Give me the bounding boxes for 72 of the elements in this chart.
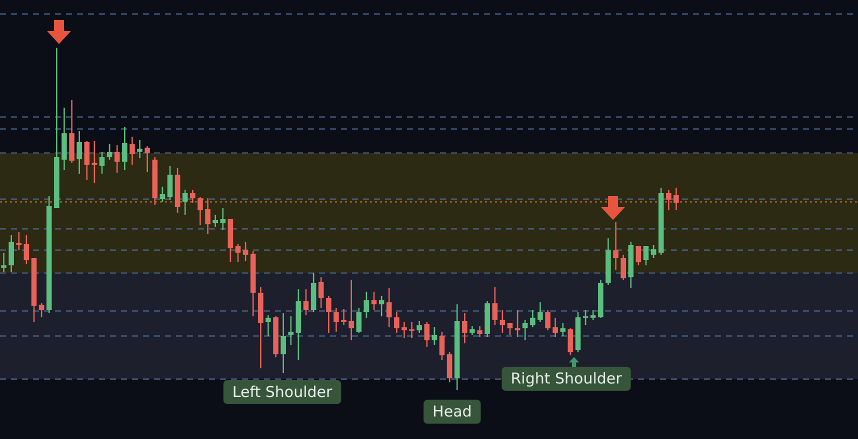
candlestick [356, 307, 362, 334]
candlestick [568, 327, 574, 356]
candlestick [114, 144, 120, 174]
candlestick [160, 186, 166, 203]
candlestick [477, 325, 482, 338]
candlestick [446, 351, 452, 383]
candlestick [560, 322, 566, 337]
candlestick [288, 316, 294, 346]
candlestick [130, 136, 135, 166]
candlestick [462, 312, 468, 344]
candlestick [99, 151, 105, 174]
candlestick [439, 331, 445, 361]
candlestick [84, 140, 90, 181]
candlestick [198, 196, 203, 226]
candlestick [212, 214, 218, 228]
candlestick [507, 322, 513, 336]
candlestick [220, 207, 226, 231]
candlestick [137, 139, 142, 159]
candlestick [364, 291, 370, 319]
candlestick [582, 309, 588, 326]
candlestick [106, 143, 112, 160]
candlestick [500, 309, 506, 334]
candlestick [514, 309, 520, 338]
candlestick [348, 279, 354, 341]
candlestick [334, 307, 339, 333]
candlestick [416, 320, 422, 334]
annotation: Left Shoulder [232, 382, 333, 401]
candlestick [492, 286, 498, 326]
candlestick [522, 319, 528, 341]
candlestick [235, 243, 241, 263]
candlestick [378, 295, 384, 317]
candlestick [280, 312, 286, 374]
candlestick [24, 234, 30, 265]
candlestick [341, 308, 346, 326]
candlestick [122, 126, 128, 171]
candlestick [318, 276, 324, 309]
candlestick [643, 245, 649, 266]
candlestick [674, 187, 679, 211]
candlestick [182, 189, 188, 216]
candlestick [242, 241, 248, 262]
annotation: Right Shoulder [510, 370, 623, 388]
candlestick [8, 234, 14, 273]
candlestick [394, 311, 400, 334]
candlestick [386, 287, 392, 328]
candlestick [190, 189, 196, 204]
candlestick [590, 309, 596, 321]
candlestick [144, 145, 150, 173]
candlestick [424, 321, 430, 348]
candlestick [266, 314, 271, 337]
candlestick [552, 317, 558, 338]
candlestick [666, 189, 672, 211]
candlestick [1, 252, 6, 273]
candlestick [167, 165, 173, 200]
candlestick [613, 221, 618, 271]
candlestick [205, 197, 210, 235]
candlestick [538, 301, 543, 323]
candlestick [326, 295, 332, 334]
candlestick [650, 244, 656, 259]
candlestick [620, 254, 626, 281]
candlestick [432, 326, 438, 346]
candlestick [545, 309, 550, 331]
candlestick [16, 231, 22, 251]
candlestick [402, 321, 407, 339]
candlestick [636, 245, 642, 266]
text: Head [432, 402, 472, 421]
candlestick [76, 130, 82, 174]
candlestick [303, 288, 309, 316]
candlestick [38, 302, 44, 318]
candlestick [409, 321, 414, 339]
candlestick [92, 140, 98, 184]
candlestick [371, 291, 377, 311]
candlestick [530, 309, 536, 328]
